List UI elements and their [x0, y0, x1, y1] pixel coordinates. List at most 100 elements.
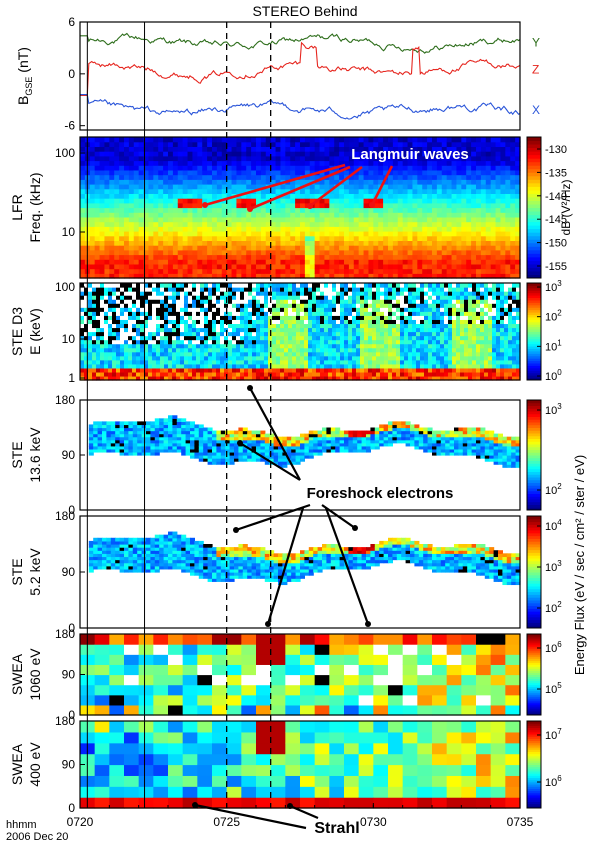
lfr-cell [207, 174, 213, 180]
lfr-cell [485, 226, 492, 232]
lfr-cell [461, 146, 467, 152]
ste-d3-cell [88, 303, 93, 308]
ste-d3-cell [320, 327, 325, 333]
lfr-cell [124, 141, 130, 147]
ste-d3-cell [320, 367, 325, 373]
lfr-cell [119, 231, 125, 237]
ste-d3-cell [92, 339, 97, 345]
lfr-cell [153, 263, 159, 270]
ste-d3-cell [204, 307, 209, 312]
ste-d3-cell [160, 359, 165, 365]
lfr-cell [476, 202, 482, 209]
ste-d3-cell [204, 347, 209, 353]
ste-d3-cell [424, 339, 429, 345]
ste-d3-cell [272, 291, 277, 296]
ste-d3-cell [148, 311, 153, 316]
ste-d3-cell [404, 287, 409, 292]
ste-d3-cell [136, 347, 141, 353]
ste-d3-cell [336, 359, 341, 365]
lfr-cell [412, 273, 418, 279]
ste-d3-cell [260, 283, 265, 288]
ste-d3-cell [168, 339, 173, 345]
lfr-cell [295, 137, 301, 143]
ste-d3-cell [304, 319, 309, 325]
ste-d3-cell [124, 367, 129, 373]
ste-d3-cell [92, 311, 97, 316]
ste-d3-cell [124, 291, 129, 296]
lfr-cell [407, 263, 414, 270]
lfr-cell [109, 259, 115, 265]
lfr-cell [461, 184, 467, 190]
ste-d3-cell [164, 311, 169, 316]
lfr-cell [417, 245, 423, 251]
lfr-cell [285, 207, 291, 213]
lfr-cell [368, 165, 374, 171]
lfr-cell [339, 155, 345, 162]
ste-d3-cell [392, 351, 397, 357]
lfr-cell [192, 165, 198, 171]
lfr-cell [436, 146, 443, 152]
ste-d3-cell [216, 319, 221, 325]
lfr-cell [104, 235, 110, 241]
ste-d3-cell [220, 283, 225, 288]
lfr-cell [476, 221, 482, 227]
lfr-cell [221, 202, 228, 209]
ste-d3-cell [424, 355, 429, 361]
ste-d3-cell [272, 355, 277, 361]
lfr-cell [476, 263, 482, 270]
lfr-cell [388, 231, 394, 237]
lfr-cell [163, 160, 169, 166]
lfr-cell [363, 179, 370, 185]
ste-d3-cell [132, 311, 137, 316]
lfr-cell [505, 198, 511, 204]
ste-d3-cell [228, 315, 233, 320]
ste-d3-cell [260, 351, 265, 357]
ste-d3-cell [416, 327, 421, 333]
ste-d3-cell [364, 371, 369, 377]
lfr-cell [344, 137, 350, 143]
lfr-cell [260, 221, 267, 227]
ste-d3-cell [128, 295, 133, 300]
lfr-cell [446, 226, 453, 232]
lfr-colorbar-step [527, 274, 541, 279]
ste-d3-cell [196, 355, 201, 361]
lfr-cell [168, 169, 174, 176]
lfr-cell [212, 226, 218, 232]
ste-d3-cell [160, 315, 165, 320]
ste-d3-cell [284, 331, 289, 337]
ste-d3-cell [288, 323, 293, 329]
lfr-cell [138, 137, 145, 143]
ste-d3-cell [148, 347, 153, 353]
ste-d3-cell [400, 287, 405, 292]
lfr-cell [485, 188, 492, 194]
ste-d3-cell [404, 283, 409, 288]
lfr-cell [500, 151, 506, 157]
lfr-cell [163, 235, 169, 241]
lfr-cell [466, 151, 472, 157]
lfr-cell [290, 169, 296, 176]
ste-d3-cell [364, 291, 369, 296]
ste-d3-cell [448, 363, 453, 369]
ste-d3-cell [120, 347, 125, 353]
ste-d3-cell [264, 319, 269, 325]
ste-d3-cell [216, 295, 221, 300]
ste-d3-cell [276, 303, 281, 308]
lfr-cell [265, 273, 272, 279]
ste-d3-cell [156, 351, 161, 357]
ste-d3-cell [204, 303, 209, 308]
ste-d3-cell [96, 331, 101, 337]
lfr-cell [436, 137, 443, 143]
lfr-cell [114, 207, 120, 213]
lfr-cell [515, 193, 521, 199]
lfr-cell [99, 254, 106, 260]
lfr-cell [515, 179, 521, 185]
ste-d3-cell [300, 323, 305, 329]
ste-d3-cell [332, 311, 337, 316]
lfr-cell [270, 202, 277, 209]
lfr-colorbar-step [527, 221, 541, 226]
ste-d3-cell [276, 367, 281, 373]
ste-d3-cell [196, 295, 201, 300]
lfr-cell [319, 245, 326, 251]
lfr-cell [353, 193, 360, 199]
lfr-cell [290, 259, 296, 265]
